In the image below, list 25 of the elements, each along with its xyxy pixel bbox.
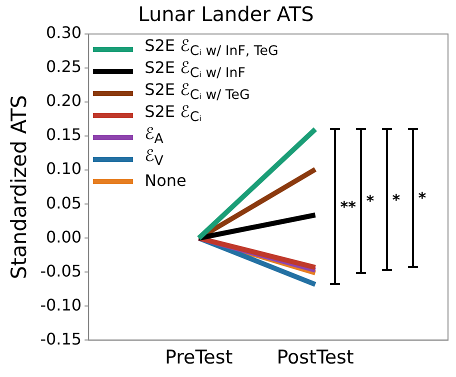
legend-label: S2E ℰ$_{Cᵢ w/ InF, TeG}$: [144, 36, 278, 60]
y-tick-label: -0.05: [40, 261, 82, 280]
y-tick-label: -0.10: [40, 295, 82, 314]
annotation: **: [340, 198, 356, 216]
y-tick-label: -0.15: [40, 329, 82, 348]
annotation: *: [366, 192, 374, 210]
x-tick-label: PreTest: [165, 346, 233, 369]
legend-label: None: [144, 170, 186, 192]
x-tick-label: PostTest: [276, 346, 354, 369]
y-tick-label: 0.00: [46, 227, 82, 246]
y-tick-label: 0.25: [46, 57, 82, 76]
y-tick-label: 0.20: [46, 91, 82, 110]
legend-label: S2E ℰ$_{Cᵢ}$: [144, 102, 202, 126]
legend-label: ℰ$_{V}$: [144, 146, 164, 170]
chart-title: Lunar Lander ATS: [138, 2, 314, 26]
y-tick-label: 0.10: [46, 159, 82, 178]
legend-label: S2E ℰ$_{Cᵢ w/ InF}$: [144, 58, 246, 82]
y-axis-title: Standardized ATS: [7, 94, 32, 280]
legend-label: ℰ$_{A}$: [144, 124, 164, 148]
annotation: *: [392, 190, 400, 209]
y-tick-label: 0.15: [46, 125, 82, 144]
y-tick-label: 0.05: [46, 193, 82, 212]
y-tick-label: 0.30: [46, 23, 82, 42]
annotation: *: [418, 189, 426, 208]
legend-label: S2E ℰ$_{Cᵢ w/ TeG}$: [144, 80, 250, 104]
